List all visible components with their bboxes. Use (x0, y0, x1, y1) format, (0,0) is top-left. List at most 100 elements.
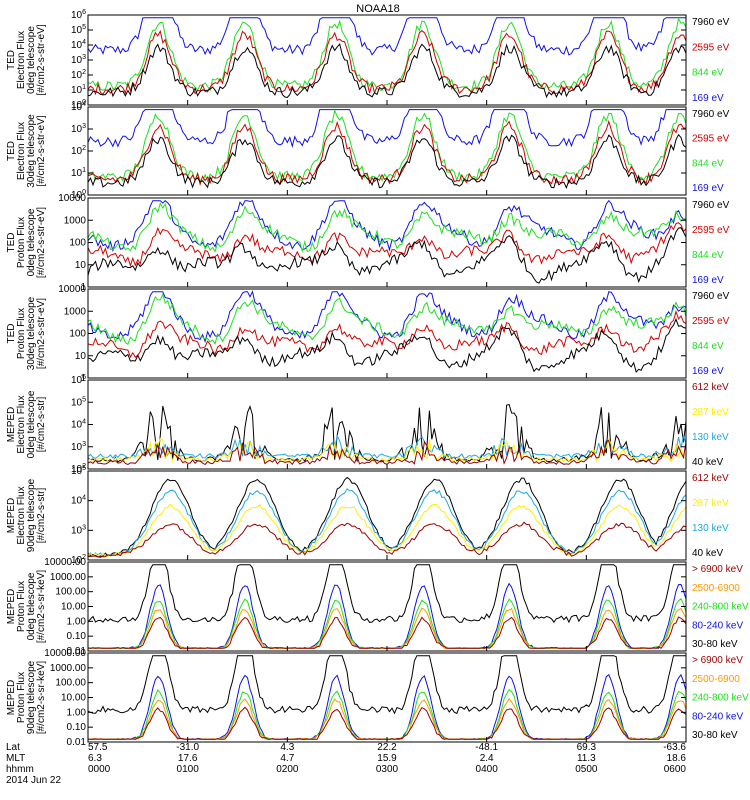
y-axis-label-line: Electron Flux (16, 122, 27, 180)
legend-entry: 2595 eV (692, 316, 730, 327)
date-label: 2014 Jun 22 (6, 775, 61, 786)
legend-entry: 169 eV (692, 93, 724, 104)
y-axis-label-line: MEPED (6, 680, 17, 716)
y-tick-label: 0.10 (67, 722, 87, 733)
y-tick-label: 10.00 (61, 693, 86, 704)
x-hhmm-label: 0100 (177, 764, 200, 775)
series-4-trace (87, 476, 687, 558)
series-2-trace (87, 437, 687, 463)
x-mlt-label: 15.9 (377, 753, 397, 764)
x-hhmm-label: 0000 (88, 764, 111, 775)
series-1-trace (87, 317, 687, 373)
y-axis-label-line: Proton Flux (16, 581, 27, 632)
x-hhmm-label: 0300 (376, 764, 399, 775)
y-tick-label: 100.00 (55, 678, 86, 689)
x-lat-label: -63.6 (663, 742, 686, 753)
series-4-trace (87, 17, 686, 56)
y-tick-label: 105 (71, 24, 86, 36)
legend-entry: 30-80 keV (692, 639, 738, 650)
x-hhmm-label: 0500 (575, 764, 598, 775)
legend-entry: 844 eV (692, 158, 724, 169)
legend-entry: 169 eV (692, 183, 724, 194)
legend-entry: 612 keV (692, 473, 729, 484)
legend-entry: 844 eV (692, 250, 724, 261)
y-axis-label-line: Proton Flux (16, 217, 27, 268)
y-axis-label-line: 90deg telescope (26, 478, 37, 552)
y-axis-label-line: [#/cm2-s-str-eV] (36, 24, 47, 95)
legend-entry: 40 keV (692, 457, 723, 468)
y-tick-label: 10 (75, 260, 87, 271)
y-tick-label: 1 (80, 282, 86, 293)
y-tick-label: 1 (80, 373, 86, 384)
legend-entry: 80-240 keV (692, 711, 743, 722)
x-mlt-label: 17.6 (178, 753, 198, 764)
legend-entry: 287 keV (692, 407, 729, 418)
y-axis-label: MEPEDProton Flux90deg telescope[#/cm2-s-… (6, 660, 47, 734)
series-1-trace (87, 521, 687, 558)
y-axis-label-line: MEPED (6, 589, 17, 625)
y-tick-label: 1000 (64, 306, 87, 317)
panel-3: 1 10 100 1000 10000 TEDProton Flux0deg telesc… (6, 193, 730, 293)
series-2-trace (87, 503, 687, 558)
y-axis-label-line: 30deg telescope (26, 114, 37, 188)
series-3-trace (87, 434, 687, 460)
panel-7: 0.01 0.10 1.00 10.00 100.00 1000.00 10000.00 ME… (6, 557, 749, 657)
x-hhmm-label: 0200 (276, 764, 299, 775)
y-axis-label: MEPEDElectron Flux90deg telescope[#/cm2-… (6, 478, 47, 552)
legend-entry: 612 keV (692, 382, 729, 393)
y-tick-label: 101 (71, 167, 86, 179)
x-hhmm-label: 0400 (476, 764, 499, 775)
y-axis-label-line: Proton Flux (16, 308, 27, 359)
y-tick-label: 1000.00 (50, 572, 87, 583)
series-1-trace (87, 43, 687, 99)
y-axis-label-line: TED (6, 141, 17, 161)
legend-entry: 169 eV (692, 366, 724, 377)
legend-entry: 2500-6900 (692, 583, 740, 594)
legend-entry: > 6900 keV (692, 564, 743, 575)
plot-title: NOAA18 (356, 3, 399, 15)
series-2-trace (87, 222, 687, 268)
panel-frame (87, 14, 687, 106)
series-3-trace (87, 202, 687, 254)
y-axis-label-line: Electron Flux (16, 486, 27, 544)
panel-4: 1 10 100 1000 10000 TEDProton Flux30deg teles… (6, 284, 730, 384)
y-axis-label: TEDElectron Flux30deg telescope[#/cm2-s-… (6, 114, 47, 188)
y-tick-label: 0.10 (67, 631, 87, 642)
legend-entry: 2500-6900 (692, 674, 740, 685)
y-tick-label: 0.01 (67, 737, 87, 748)
panel-frame (87, 652, 687, 743)
legend-entry: 7960 eV (692, 200, 730, 211)
legend-entry: 7960 eV (692, 109, 730, 120)
y-axis-label: TEDElectron Flux0deg telescope[#/cm2-s-s… (6, 24, 47, 95)
x-hhmm-label: 0600 (664, 764, 687, 775)
y-tick-label: 104 (71, 39, 86, 51)
y-tick-label: 100 (69, 238, 86, 249)
y-axis-label-line: Electron Flux (16, 395, 27, 453)
row-label-mlt: MLT (6, 753, 25, 764)
legend-entry: 2595 eV (692, 42, 730, 53)
y-tick-label: 105 (71, 465, 86, 477)
y-axis-label-line: 0deg telescope (26, 26, 37, 94)
y-axis-label-line: [#/cm2-s-str] (36, 397, 47, 453)
y-axis-label-line: [#/cm2-s-str-eV] (36, 115, 47, 186)
x-lat-label: 22.2 (377, 742, 397, 753)
y-axis-label-line: 0deg telescope (26, 208, 37, 276)
legend-entry: 7960 eV (692, 291, 730, 302)
y-axis-label: TEDProton Flux30deg telescope[#/cm2-s-st… (6, 296, 47, 370)
x-mlt-label: 2.4 (480, 753, 494, 764)
y-tick-label: 10.00 (61, 602, 86, 613)
y-tick-label: 10000.00 (44, 557, 86, 568)
legend-entry: 130 keV (692, 523, 729, 534)
x-mlt-label: 18.6 (667, 753, 687, 764)
y-axis-label-line: [#/cm2-s-sr-keV] (36, 570, 47, 644)
y-tick-label: 100 (69, 329, 86, 340)
legend-entry: 40 keV (692, 548, 723, 559)
legend-entry: 287 keV (692, 498, 729, 509)
legend-entry: 2595 eV (692, 225, 730, 236)
y-axis-label: TEDProton Flux0deg telescope[#/cm2-s-str… (6, 207, 47, 278)
y-tick-label: 104 (71, 495, 86, 507)
y-tick-label: 1000 (64, 215, 87, 226)
